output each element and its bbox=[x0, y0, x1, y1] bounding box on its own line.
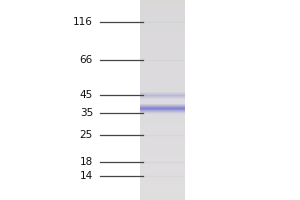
Text: 45: 45 bbox=[80, 90, 93, 100]
Text: 66: 66 bbox=[80, 55, 93, 65]
Text: 35: 35 bbox=[80, 108, 93, 118]
Text: 14: 14 bbox=[80, 171, 93, 181]
Text: 116: 116 bbox=[73, 17, 93, 27]
Text: 18: 18 bbox=[80, 157, 93, 167]
Text: 25: 25 bbox=[80, 130, 93, 140]
